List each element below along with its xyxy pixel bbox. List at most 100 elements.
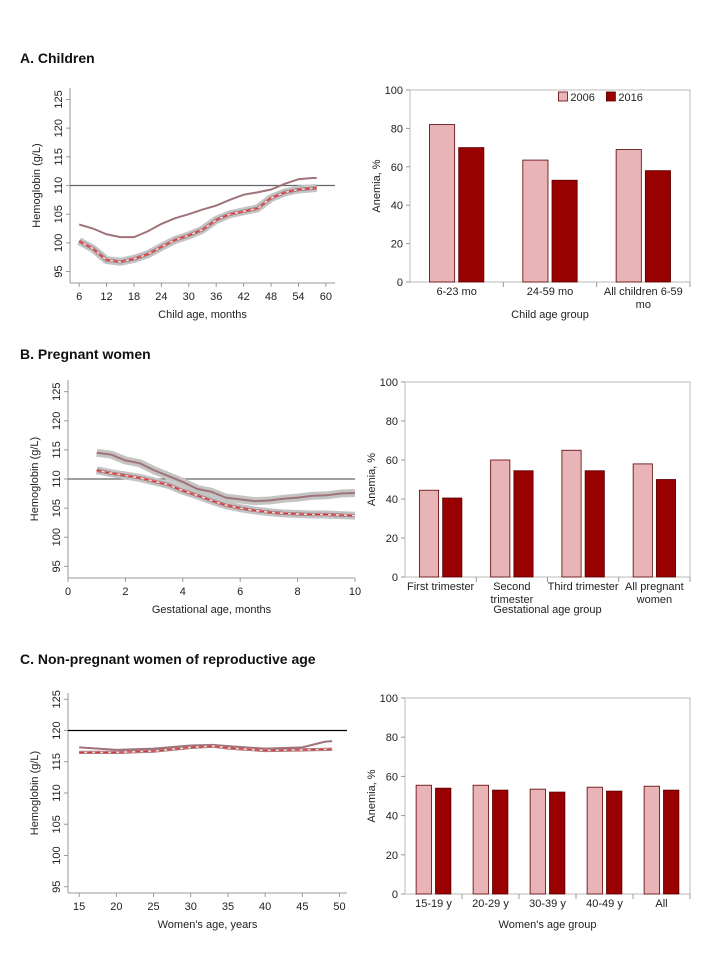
x-tick-label: 24-59 mo (526, 286, 574, 298)
y-tick-label: 115 (53, 148, 65, 166)
x-tick-label: 2 (122, 586, 128, 598)
bar (492, 789, 509, 895)
legend-label: 2006 (570, 92, 594, 104)
y-tick-label: 0 (397, 277, 403, 289)
bar (472, 784, 489, 895)
x-tick-label: 15-19 y (415, 898, 452, 910)
y-tick-label: 100 (53, 234, 65, 252)
y-tick-label: 115 (51, 753, 63, 771)
category-label-box: 6-23 mo (436, 286, 476, 298)
bar (586, 786, 603, 895)
plot-frame (404, 697, 691, 895)
bar (490, 459, 511, 578)
category-label-box: 40-49 y (586, 898, 623, 910)
y-tick-label: 120 (51, 412, 63, 430)
confidence-band (77, 183, 318, 266)
category-label-box: All pregnant women (625, 581, 684, 606)
category-label-box: 15-19 y (415, 898, 452, 910)
y-tick-label: 0 (392, 572, 398, 584)
bar (529, 788, 546, 895)
line (96, 469, 356, 517)
x-tick-label: 18 (128, 291, 140, 303)
line-fill (78, 187, 317, 263)
bar (663, 789, 680, 895)
bar (551, 179, 578, 283)
x-tick-label: 40 (259, 901, 271, 913)
y-tick-label: 80 (391, 123, 403, 135)
line-edge (78, 186, 317, 264)
y-tick-label: 100 (380, 693, 398, 705)
line (78, 177, 317, 239)
y-tick-label: 100 (385, 85, 403, 97)
bar (415, 784, 432, 895)
bar (615, 149, 642, 283)
y-tick-label: 105 (53, 205, 65, 223)
y-tick-label: 20 (386, 533, 398, 545)
y-tick-label: 95 (51, 560, 63, 572)
y-axis-label: Hemoglobin (g/L) (29, 437, 41, 521)
bar (418, 489, 440, 578)
plot-frame (409, 89, 691, 283)
y-tick-label: 100 (51, 528, 63, 546)
x-axis-label: Women's age, years (158, 919, 258, 931)
line (78, 187, 317, 263)
y-tick-label: 80 (386, 416, 398, 428)
x-tick-label: 10 (349, 586, 361, 598)
y-tick-label: 20 (391, 239, 403, 251)
x-tick-label: 36 (210, 291, 222, 303)
x-tick-label: 15 (73, 901, 85, 913)
x-tick-label: 50 (333, 901, 345, 913)
x-tick-label: 40-49 y (586, 898, 623, 910)
x-tick-label: Second trimester (490, 581, 534, 606)
panel-title: B. Pregnant women (20, 346, 151, 362)
bar (429, 124, 456, 283)
category-label-box: 20-29 y (472, 898, 509, 910)
y-tick-label: 120 (53, 119, 65, 137)
category-label-box: 24-59 mo (526, 286, 574, 298)
y-axis-label: Anemia, % (366, 453, 378, 506)
y-tick-label: 95 (53, 265, 65, 277)
y-axis-label: Hemoglobin (g/L) (31, 143, 43, 227)
y-tick-label: 125 (51, 690, 63, 708)
line (96, 451, 356, 503)
x-tick-label: 25 (147, 901, 159, 913)
bar (644, 170, 671, 283)
category-label-box: 30-39 y (529, 898, 566, 910)
x-tick-label: 48 (265, 291, 277, 303)
x-tick-label: All children 6-59 mo (603, 286, 683, 311)
y-tick-label: 125 (53, 90, 65, 108)
x-tick-label: 35 (222, 901, 234, 913)
x-tick-label: 0 (65, 586, 71, 598)
y-axis-label: Anemia, % (366, 769, 378, 822)
panel-title: C. Non-pregnant women of reproductive ag… (20, 651, 316, 667)
y-axis-label: Hemoglobin (g/L) (29, 751, 41, 835)
category-label-box: Third trimester (548, 581, 619, 593)
x-tick-label: 42 (237, 291, 249, 303)
y-tick-label: 105 (51, 815, 63, 833)
x-axis-label: Child age group (511, 309, 589, 321)
bar (606, 790, 623, 895)
x-axis-label: Women's age group (499, 919, 597, 931)
y-tick-label: 100 (380, 377, 398, 389)
y-axis-label: Anemia, % (371, 159, 383, 212)
y-tick-label: 80 (386, 732, 398, 744)
x-tick-label: 60 (320, 291, 332, 303)
x-tick-label: 6 (76, 291, 82, 303)
y-tick-label: 40 (391, 200, 403, 212)
x-axis-label: Gestational age, months (152, 604, 272, 616)
legend-swatch (558, 91, 568, 102)
x-tick-label: 6 (237, 586, 243, 598)
legend-label: 2016 (618, 92, 642, 104)
x-tick-label: All pregnant women (625, 581, 684, 606)
category-label-box: All (655, 898, 667, 910)
y-tick-label: 105 (51, 499, 63, 517)
panel-title: A. Children (20, 50, 95, 66)
bar (435, 787, 452, 895)
y-tick-label: 20 (386, 850, 398, 862)
x-axis-label: Gestational age group (493, 604, 601, 616)
category-label-box: Second trimester (490, 581, 534, 606)
x-tick-label: 4 (180, 586, 186, 598)
category-label-box: All children 6-59 mo (603, 286, 683, 311)
legend-swatch (606, 91, 616, 102)
